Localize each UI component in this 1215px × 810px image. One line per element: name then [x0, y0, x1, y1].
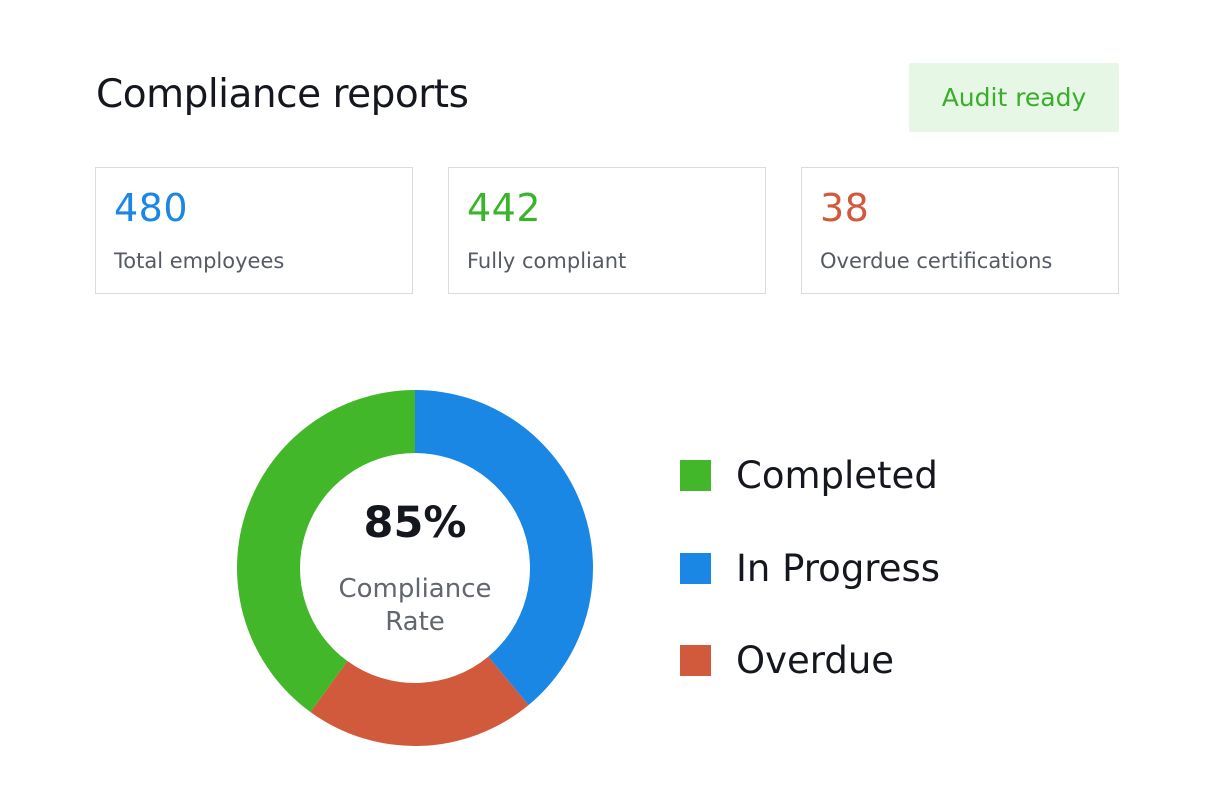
legend-swatch — [680, 552, 711, 584]
legend-item-in-progress: In Progress — [680, 543, 940, 593]
compliance-donut-chart: 85% Compliance Rate — [235, 388, 595, 748]
donut-slice-in-progress — [415, 390, 593, 706]
legend-label: Completed — [736, 453, 938, 497]
stat-value: 480 — [114, 186, 189, 230]
stat-card-fully-compliant: 442 Fully compliant — [448, 167, 766, 294]
donut-slice-completed — [236, 390, 415, 713]
stat-value: 442 — [467, 186, 542, 230]
stat-label: Overdue certifications — [820, 249, 1053, 273]
page-title: Compliance reports — [96, 72, 469, 117]
legend-item-completed: Completed — [680, 450, 938, 500]
stat-card-overdue-certifications: 38 Overdue certifications — [801, 167, 1119, 294]
stat-value: 38 — [820, 186, 870, 230]
donut-svg — [236, 390, 593, 746]
donut-slice-overdue — [310, 656, 529, 746]
stat-label: Total employees — [114, 249, 285, 273]
stat-card-total-employees: 480 Total employees — [95, 167, 413, 294]
legend-swatch — [680, 644, 711, 676]
legend-label: In Progress — [736, 546, 941, 590]
legend-swatch — [680, 459, 711, 491]
legend-item-overdue: Overdue — [680, 635, 894, 685]
audit-ready-badge: Audit ready — [909, 63, 1119, 132]
stat-label: Fully compliant — [467, 249, 627, 273]
legend-label: Overdue — [736, 638, 895, 682]
